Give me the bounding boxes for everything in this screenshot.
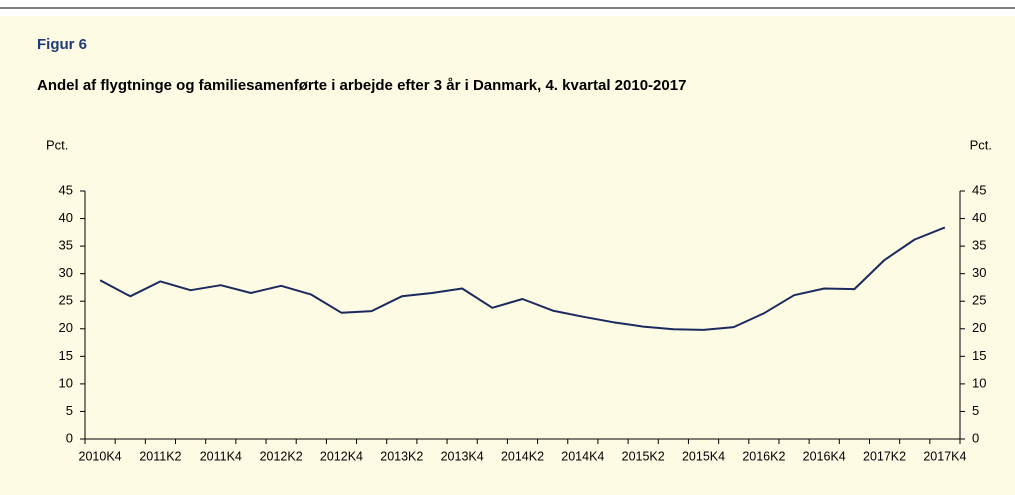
y-tick-label: 30 [59,265,73,280]
y2-tick-label: 30 [972,265,986,280]
x-tick-label: 2012K2 [260,449,303,463]
y-tick-label: 20 [59,320,73,335]
y-tick-label: 35 [59,238,73,253]
y2-tick-label: 15 [972,348,986,363]
x-tick-label: 2015K2 [622,449,665,463]
chart-title: Andel af flygtninge og familiesamenførte… [37,77,686,94]
x-tick-label: 2015K4 [682,449,725,463]
y2-tick-label: 35 [972,238,986,253]
y2-tick-label: 25 [972,293,986,308]
y-tick-label: 0 [66,430,73,445]
y-tick-label: 15 [59,348,73,363]
x-tick-label: 2014K2 [501,449,544,463]
x-tick-label: 2017K4 [923,449,966,463]
x-tick-label: 2011K4 [200,449,242,463]
y-tick-label: 40 [59,210,73,225]
y2-tick-label: 5 [972,403,979,418]
x-tick-label: 2011K2 [139,449,181,463]
x-tick-label: 2016K4 [803,449,846,463]
x-tick-label: 2014K4 [561,449,604,463]
y2-tick-label: 10 [972,375,986,390]
data-line [99,226,946,331]
y-tick-label: 25 [59,293,73,308]
x-tick-label: 2010K4 [79,449,122,463]
x-tick-label: 2012K4 [320,449,363,463]
y-axis-label: Pct. [46,137,68,152]
panel-background [0,16,1015,495]
y-tick-label: 45 [59,182,73,197]
figure-label: Figur 6 [37,36,87,53]
y2-tick-label: 40 [972,210,986,225]
y2-tick-label: 0 [972,430,979,445]
x-tick-label: 2013K2 [380,449,423,463]
y2-axis-label: Pct. [970,137,992,152]
x-tick-label: 2013K4 [441,449,484,463]
y2-tick-label: 20 [972,320,986,335]
y2-tick-label: 45 [972,182,986,197]
y-tick-label: 5 [66,403,73,418]
x-tick-label: 2017K2 [863,449,906,463]
x-tick-label: 2016K2 [742,449,785,463]
y-tick-label: 10 [59,375,73,390]
